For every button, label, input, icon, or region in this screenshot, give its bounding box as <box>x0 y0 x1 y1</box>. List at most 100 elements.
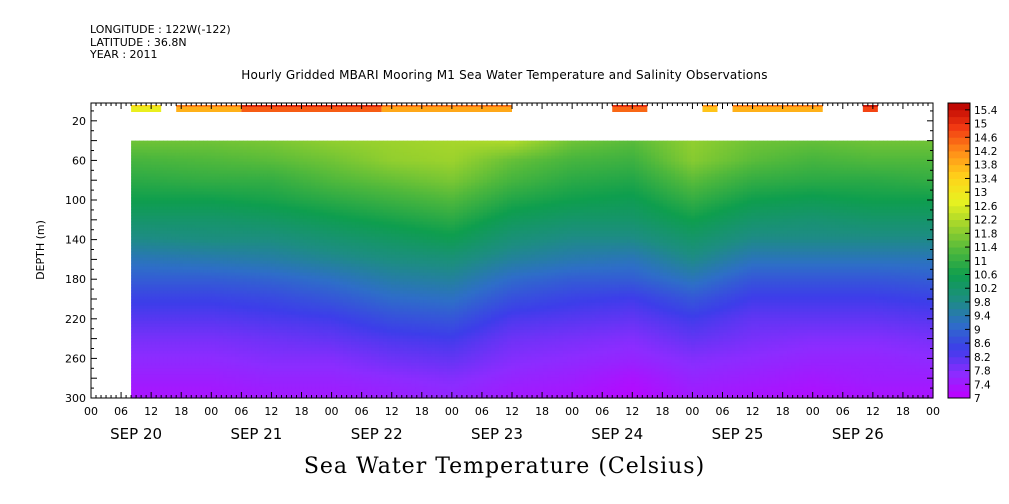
temperature-cell <box>287 392 292 397</box>
temperature-cell <box>307 332 312 337</box>
temperature-cell <box>187 266 192 271</box>
temperature-cell <box>331 257 336 262</box>
temperature-cell <box>327 188 332 193</box>
temperature-cell <box>167 227 172 232</box>
temperature-cell <box>259 254 264 259</box>
temperature-cell <box>207 161 212 166</box>
temperature-cell <box>227 200 232 205</box>
temperature-cell <box>131 227 136 232</box>
temperature-cell <box>187 191 192 196</box>
temperature-cell <box>147 314 152 319</box>
temperature-cell <box>195 350 200 355</box>
temperature-cell <box>255 290 260 295</box>
temperature-cell <box>203 395 208 399</box>
temperature-cell <box>171 233 176 238</box>
temperature-cell <box>295 140 300 145</box>
temperature-cell <box>243 299 248 304</box>
temperature-cell <box>235 269 240 274</box>
temperature-cell <box>291 212 296 217</box>
temperature-cell <box>195 185 200 190</box>
temperature-cell <box>215 170 220 175</box>
temperature-cell <box>283 290 288 295</box>
temperature-cell <box>263 200 268 205</box>
temperature-cell <box>151 188 156 193</box>
temperature-cell <box>235 320 240 325</box>
temperature-cell <box>319 257 324 262</box>
temperature-cell <box>303 260 308 265</box>
temperature-cell <box>151 167 156 172</box>
temperature-cell <box>315 359 320 364</box>
temperature-cell <box>223 389 228 394</box>
temperature-cell <box>139 269 144 274</box>
temperature-cell <box>271 155 276 160</box>
temperature-cell <box>283 236 288 241</box>
temperature-cell <box>275 329 280 334</box>
temperature-cell <box>215 161 220 166</box>
temperature-cell <box>299 251 304 256</box>
temperature-cell <box>211 347 216 352</box>
temperature-cell <box>255 197 260 202</box>
temperature-cell <box>283 275 288 280</box>
temperature-cell <box>291 320 296 325</box>
temperature-cell <box>283 227 288 232</box>
temperature-cell <box>291 308 296 313</box>
temperature-cell <box>211 194 216 199</box>
temperature-cell <box>331 164 336 169</box>
temperature-cell <box>303 224 308 229</box>
temperature-cell <box>275 143 280 148</box>
temperature-cell <box>227 161 232 166</box>
temperature-cell <box>195 149 200 154</box>
temperature-cell <box>251 350 256 355</box>
temperature-cell <box>223 260 228 265</box>
temperature-cell <box>255 344 260 349</box>
temperature-cell <box>187 242 192 247</box>
temperature-cell <box>183 164 188 169</box>
temperature-cell <box>259 164 264 169</box>
temperature-cell <box>187 140 192 145</box>
temperature-cell <box>311 260 316 265</box>
temperature-cell <box>315 317 320 322</box>
temperature-cell <box>303 380 308 385</box>
temperature-cell <box>275 242 280 247</box>
temperature-cell <box>167 392 172 397</box>
temperature-cell <box>203 248 208 253</box>
temperature-cell <box>303 143 308 148</box>
temperature-cell <box>267 386 272 391</box>
temperature-cell <box>171 191 176 196</box>
temperature-cell <box>151 368 156 373</box>
temperature-cell <box>199 368 204 373</box>
temperature-cell <box>135 308 140 313</box>
temperature-cell <box>183 146 188 151</box>
temperature-cell <box>315 173 320 178</box>
temperature-cell <box>307 233 312 238</box>
temperature-cell <box>215 308 220 313</box>
temperature-cell <box>195 179 200 184</box>
temperature-cell <box>227 239 232 244</box>
temperature-cell <box>219 338 224 343</box>
temperature-cell <box>155 245 160 250</box>
temperature-cell <box>187 320 192 325</box>
temperature-cell <box>291 389 296 394</box>
temperature-cell <box>143 140 148 145</box>
temperature-cell <box>307 281 312 286</box>
temperature-cell <box>331 344 336 349</box>
temperature-cell <box>251 215 256 220</box>
temperature-cell <box>271 299 276 304</box>
temperature-cell <box>295 221 300 226</box>
temperature-cell <box>167 140 172 145</box>
temperature-cell <box>163 155 168 160</box>
temperature-cell <box>247 332 252 337</box>
temperature-cell <box>259 320 264 325</box>
temperature-cell <box>167 254 172 259</box>
temperature-cell <box>159 260 164 265</box>
temperature-cell <box>135 236 140 241</box>
temperature-cell <box>311 209 316 214</box>
temperature-cell <box>131 224 136 229</box>
temperature-cell <box>207 254 212 259</box>
temperature-cell <box>203 374 208 379</box>
temperature-cell <box>327 203 332 208</box>
temperature-cell <box>331 326 336 331</box>
temperature-cell <box>279 383 284 388</box>
temperature-cell <box>223 377 228 382</box>
temperature-cell <box>303 278 308 283</box>
